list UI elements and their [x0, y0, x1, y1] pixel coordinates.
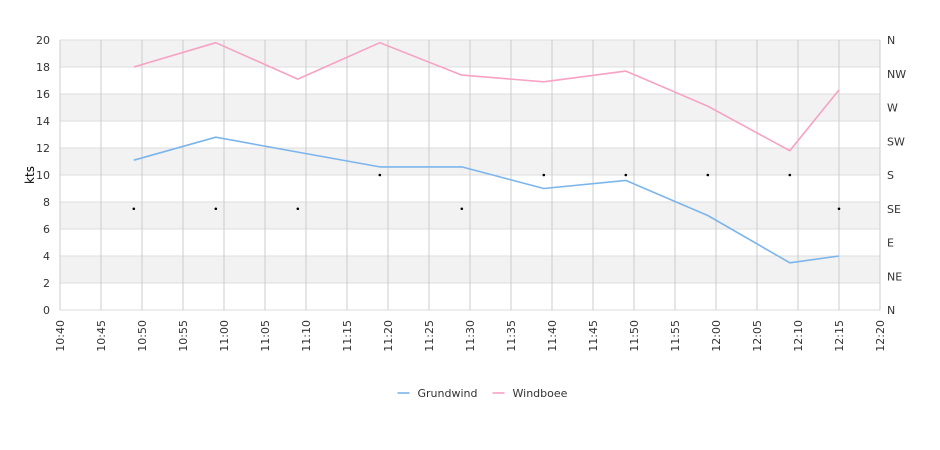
x-tick-label: 11:40 [546, 320, 559, 352]
direction-point [837, 207, 841, 211]
x-tick-label: 11:35 [505, 320, 518, 352]
x-tick-label: 11:25 [423, 320, 436, 352]
y-tick-label: 2 [43, 277, 50, 290]
y-tick-label: 8 [43, 196, 50, 209]
x-tick-label: 11:10 [300, 320, 313, 352]
x-tick-label: 12:10 [792, 320, 805, 352]
direction-point [132, 207, 136, 211]
direction-tick-label: E [887, 237, 894, 250]
y-tick-label: 6 [43, 223, 50, 236]
direction-point [624, 173, 628, 177]
direction-point [460, 207, 464, 211]
y-tick-label: 18 [36, 61, 50, 74]
x-tick-label: 12:00 [710, 320, 723, 352]
y-tick-label: 20 [36, 34, 50, 47]
direction-point [214, 207, 218, 211]
legend-item-windboee[interactable]: Windboee [492, 387, 568, 400]
direction-tick-label: S [887, 169, 894, 182]
y-tick-label: 4 [43, 250, 50, 263]
direction-axis-ticks: N NE E SE S SW W NW N [887, 34, 906, 317]
series-line-grundwind[interactable] [133, 136, 840, 264]
direction-tick-label: W [887, 102, 898, 115]
legend-label: Windboee [513, 387, 568, 400]
legend-item-grundwind[interactable]: Grundwind [397, 387, 478, 400]
series-lines[interactable] [133, 41, 840, 264]
legend[interactable]: Grundwind Windboee [397, 387, 568, 400]
direction-point [378, 173, 382, 177]
y-tick-label: 16 [36, 88, 50, 101]
x-axis-ticks: 10:40 10:45 10:50 10:55 11:00 11:05 11:10 11:15… [54, 320, 887, 352]
direction-point [296, 207, 300, 211]
x-tick-label: 10:40 [54, 320, 67, 352]
y-axis-title: kts [23, 166, 37, 184]
y-tick-label: 0 [43, 304, 50, 317]
direction-points [132, 173, 841, 211]
grid-lines [59, 39, 881, 311]
x-tick-label: 11:00 [218, 320, 231, 352]
y-tick-label: 12 [36, 142, 50, 155]
x-tick-label: 11:20 [382, 320, 395, 352]
x-tick-label: 12:15 [833, 320, 846, 352]
x-tick-label: 11:30 [464, 320, 477, 352]
x-tick-label: 11:55 [669, 320, 682, 352]
y-axis-ticks: 0 2 4 6 8 10 12 14 16 18 20 [36, 34, 50, 317]
direction-tick-label: SE [887, 203, 901, 216]
series-line-windboee[interactable] [133, 41, 840, 152]
x-tick-label: 10:50 [136, 320, 149, 352]
direction-tick-label: N [887, 304, 895, 317]
legend-label: Grundwind [418, 387, 478, 400]
direction-point [706, 173, 710, 177]
direction-tick-label: N [887, 34, 895, 47]
y-tick-label: 10 [36, 169, 50, 182]
x-tick-label: 12:20 [874, 320, 887, 352]
x-tick-label: 10:55 [177, 320, 190, 352]
x-tick-label: 11:15 [341, 320, 354, 352]
x-tick-label: 11:50 [628, 320, 641, 352]
x-tick-label: 11:05 [259, 320, 272, 352]
direction-tick-label: NE [887, 270, 902, 283]
x-tick-label: 10:45 [95, 320, 108, 352]
x-tick-label: 11:45 [587, 320, 600, 352]
x-tick-label: 12:05 [751, 320, 764, 352]
direction-point [788, 173, 792, 177]
direction-tick-label: NW [887, 68, 906, 81]
direction-tick-label: SW [887, 135, 905, 148]
direction-point [542, 173, 546, 177]
y-tick-label: 14 [36, 115, 50, 128]
